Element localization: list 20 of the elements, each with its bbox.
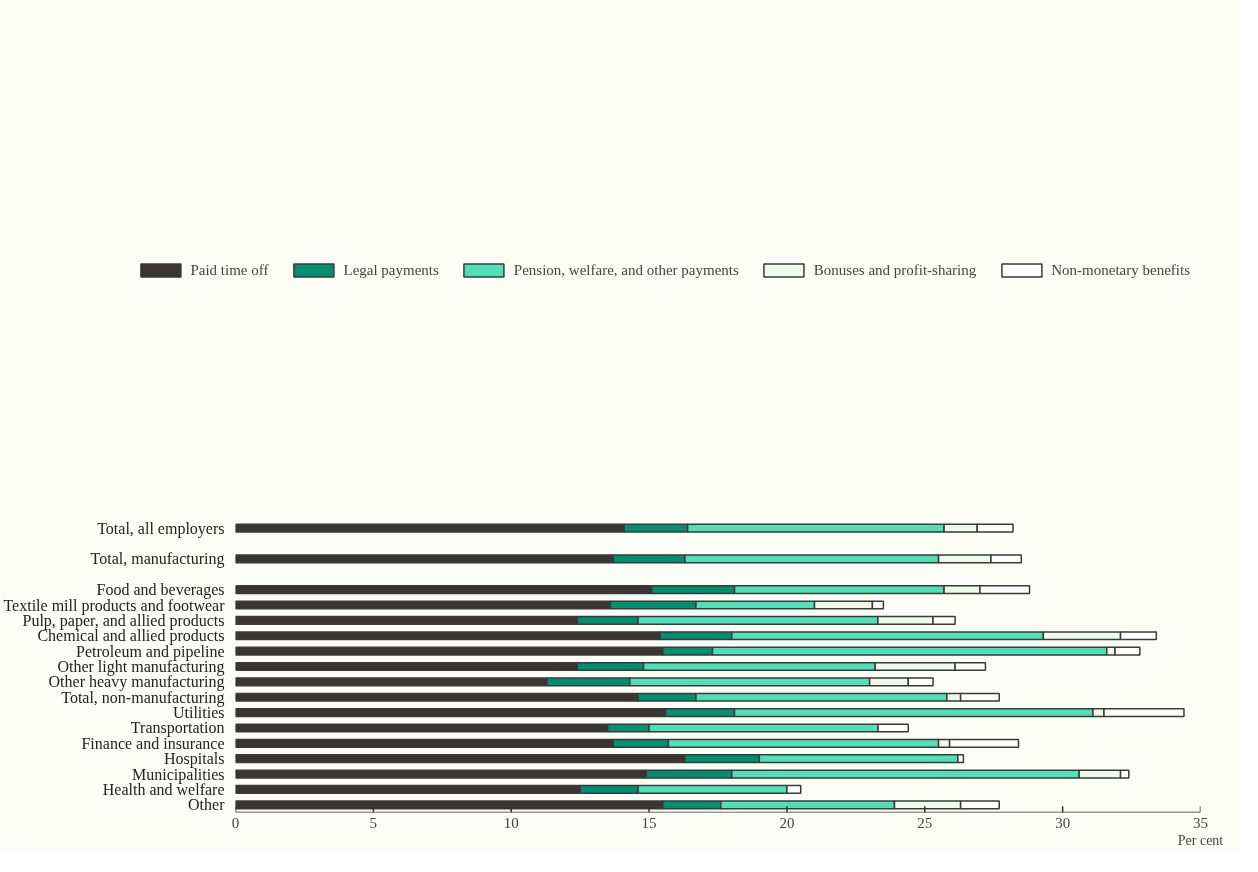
x-tick-label: 15 [641, 814, 657, 831]
x-tick-label: 25 [917, 814, 933, 831]
legend-label: Pension, welfare, and other payments [513, 261, 739, 279]
legend-label: Paid time off [190, 261, 269, 279]
x-axis-title: Per cent [1177, 832, 1224, 848]
x-tick-label: 0 [231, 814, 240, 831]
x-tick-label: 10 [503, 814, 519, 831]
y-tick-label: Total, all employers [97, 519, 225, 538]
legend-label: Legal payments [343, 261, 439, 279]
x-tick-label: 20 [779, 814, 795, 831]
legend-label: Non-monetary benefits [1051, 261, 1190, 279]
y-tick-label: Hospitals [164, 750, 225, 769]
y-tick-label: Transportation [130, 719, 225, 738]
x-tick-label: 30 [1055, 814, 1071, 831]
y-tick-label: Food and beverages [96, 581, 225, 600]
y-tick-label: Other [188, 796, 226, 814]
legend-label: Bonuses and profit-sharing [813, 261, 977, 279]
y-tick-label: Total, manufacturing [90, 550, 225, 569]
x-tick-label: 5 [369, 814, 378, 831]
x-tick-label: 35 [1193, 814, 1208, 831]
